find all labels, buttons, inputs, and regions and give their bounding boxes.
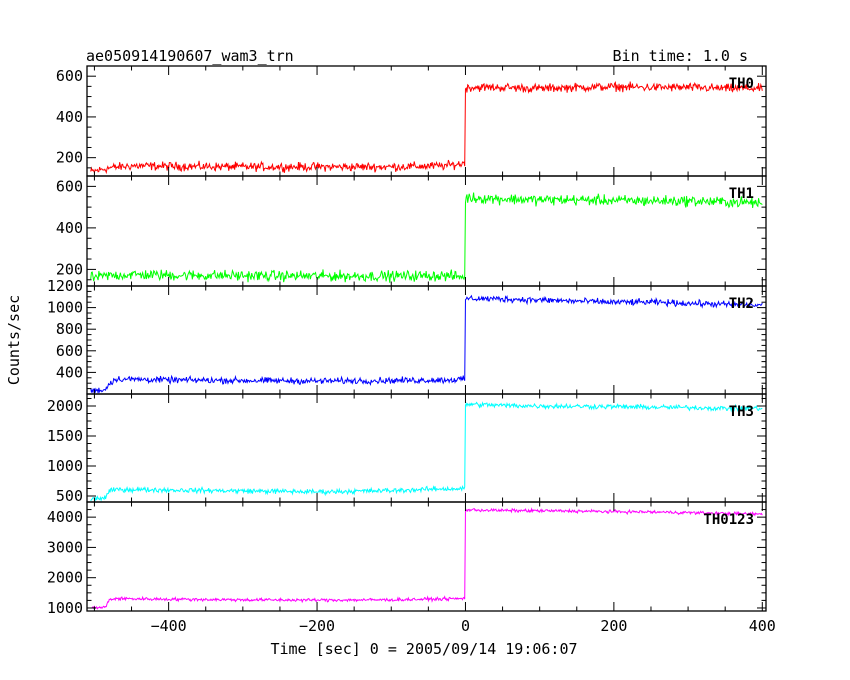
y-tick-label: 400 [56, 108, 83, 126]
series-line-th2 [90, 294, 763, 394]
y-tick-label: 2000 [47, 569, 83, 587]
panel-label-th0123: TH0123 [703, 512, 754, 528]
y-tick-label: 600 [56, 177, 83, 195]
y-tick-label: 200 [56, 149, 83, 167]
y-tick-label: 1000 [47, 599, 83, 617]
x-tick-label: −400 [151, 617, 187, 635]
chart-title: ae050914190607_wam3_trn [86, 47, 294, 65]
panel-th3: 500 1000 1500 2000 TH3 [47, 393, 767, 505]
series-line-th0123 [90, 507, 763, 610]
panel-th0123: 1000 2000 3000 4000 TH0123 [47, 501, 767, 617]
panel-th1: 200 400 600 TH1 [56, 175, 767, 287]
y-tick-label: 1500 [47, 427, 83, 445]
series-line-th1 [90, 192, 763, 283]
panels-group: 200 400 600 TH0 200 400 600 TH1 400 600 800 1000 120… [47, 65, 767, 617]
panel-frame [86, 175, 767, 287]
x-axis-title: Time [sec] 0 = 2005/09/14 19:06:07 [270, 640, 577, 658]
x-axis: −400 −200 0 200 400 [151, 617, 776, 635]
panel-label-th3: TH3 [729, 404, 754, 420]
panel-frame [86, 65, 767, 177]
panel-th0: 200 400 600 TH0 [56, 65, 767, 177]
y-tick-label: 600 [56, 342, 83, 360]
panel-label-th1: TH1 [729, 186, 754, 202]
y-tick-label: 3000 [47, 538, 83, 556]
panel-frame [86, 501, 767, 612]
panel-label-th2: TH2 [729, 296, 754, 312]
y-tick-label: 4000 [47, 508, 83, 526]
y-tick-label: 2000 [47, 397, 83, 415]
y-tick-label: 600 [56, 67, 83, 85]
series-line-th3 [90, 401, 763, 503]
y-tick-label: 800 [56, 320, 83, 338]
y-tick-label: 1200 [47, 277, 83, 295]
y-axis-title: Counts/sec [5, 295, 23, 385]
y-tick-label: 400 [56, 363, 83, 381]
y-tick-label: 200 [56, 260, 83, 278]
x-tick-label: −200 [299, 617, 335, 635]
x-tick-label: 200 [600, 617, 627, 635]
x-tick-label: 400 [749, 617, 776, 635]
panel-th2: 400 600 800 1000 1200 TH2 [47, 277, 767, 395]
panel-frame [86, 393, 767, 503]
series-line-th0 [90, 81, 763, 175]
x-tick-label: 0 [461, 617, 470, 635]
y-tick-label: 1000 [47, 457, 83, 475]
bin-time-label: Bin time: 1.0 s [613, 47, 748, 65]
panel-label-th0: TH0 [729, 76, 754, 92]
y-tick-label: 500 [56, 487, 83, 505]
y-tick-label: 1000 [47, 299, 83, 317]
y-tick-label: 400 [56, 219, 83, 237]
